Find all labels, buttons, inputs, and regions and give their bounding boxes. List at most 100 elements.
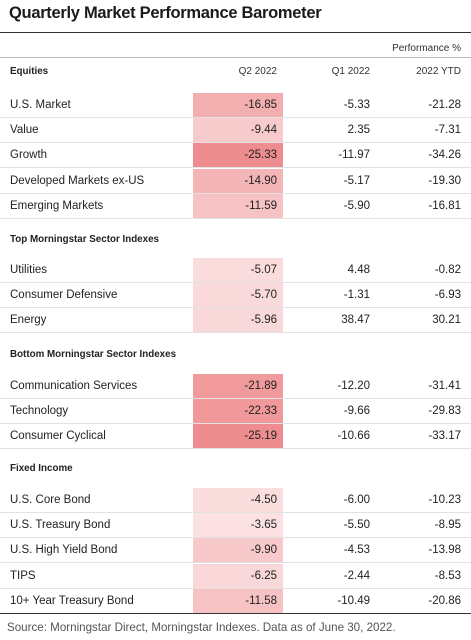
q2-2022-value: -22.33 (193, 399, 283, 424)
q1-2022-value: 4.48 (347, 264, 370, 276)
row-divider (0, 537, 471, 539)
row-label: Utilities (10, 264, 48, 276)
ytd-2022-value: -19.30 (428, 174, 461, 187)
ytd-2022-value: -20.86 (428, 594, 461, 607)
q2-2022-value: -3.65 (193, 513, 283, 538)
header-divider (0, 57, 471, 58)
q1-2022-value: -10.49 (337, 594, 370, 607)
row-label: Communication Services (10, 380, 138, 392)
q2-2022-value: -25.19 (193, 424, 283, 449)
row-label: U.S. Core Bond (10, 494, 91, 506)
title-divider (0, 32, 471, 33)
ytd-2022-value: -33.17 (428, 430, 461, 443)
q2-2022-value: -5.96 (193, 308, 283, 333)
row-divider (0, 282, 471, 283)
performance-label: Performance % (392, 43, 461, 54)
q2-2022-value: -5.07 (193, 258, 283, 282)
row-label: Value (10, 124, 39, 137)
row-label: U.S. High Yield Bond (10, 544, 118, 557)
row-divider (0, 167, 471, 169)
table-row: Communication Services -21.89 -12.20 -31.41 (0, 374, 471, 399)
row-label: U.S. Market (10, 99, 71, 111)
section-heading: Bottom Morningstar Sector Indexes (10, 349, 177, 360)
ytd-2022-value: 30.21 (432, 314, 461, 327)
q1-2022-value: -4.53 (343, 544, 370, 557)
row-label: Technology (10, 405, 69, 418)
table-row: Utilities -5.07 4.48 -0.82 (0, 258, 471, 283)
section-heading: Fixed Income (10, 463, 73, 474)
q1-2022-value: -2.44 (343, 569, 370, 582)
ytd-2022-value: -8.53 (434, 569, 461, 582)
q2-2022-value: -11.58 (193, 588, 283, 613)
table-row: Value -9.44 2.35 -7.31 (0, 118, 471, 144)
ytd-2022-value: -0.82 (434, 264, 461, 276)
table-row: Consumer Cyclical -25.19 -10.66 -33.17 (0, 424, 471, 450)
q2-2022-value: -5.70 (193, 283, 283, 308)
q1-2022-value: -11.97 (338, 149, 370, 162)
column-header-q2-2022: Q2 2022 (238, 66, 277, 77)
row-divider (0, 398, 471, 399)
ytd-2022-value: -21.28 (428, 99, 461, 111)
row-label: Consumer Cyclical (10, 430, 106, 443)
q1-2022-value: -12.20 (337, 380, 370, 392)
table-row: TIPS -6.25 -2.44 -8.53 (0, 563, 471, 589)
q2-2022-value: -11.59 (193, 193, 283, 218)
q1-2022-value: -9.66 (343, 405, 370, 418)
q1-2022-value: -10.66 (337, 430, 370, 443)
q2-2022-value: -16.85 (193, 93, 283, 117)
table-row: U.S. High Yield Bond -9.90 -4.53 -13.98 (0, 538, 471, 564)
q1-2022-value: -1.31 (343, 289, 370, 302)
q1-2022-value: 2.35 (347, 124, 370, 137)
table-row: Developed Markets ex-US -14.90 -5.17 -19.30 (0, 168, 471, 194)
ytd-2022-value: -16.81 (428, 199, 461, 212)
q2-2022-value: -4.50 (193, 488, 283, 512)
table-row: U.S. Treasury Bond -3.65 -5.50 -8.95 (0, 513, 471, 539)
section-heading: Top Morningstar Sector Indexes (10, 234, 159, 245)
row-label: U.S. Treasury Bond (10, 519, 111, 532)
row-divider (0, 217, 471, 219)
q1-2022-value: 38.47 (341, 314, 370, 327)
section-heading: Equities (10, 66, 49, 77)
q2-2022-value: -25.33 (193, 143, 283, 168)
q1-2022-value: -5.33 (343, 99, 370, 111)
table-row: Emerging Markets -11.59 -5.90 -16.81 (0, 193, 471, 219)
row-divider (0, 192, 471, 194)
row-label: TIPS (10, 569, 36, 582)
q2-2022-value: -6.25 (193, 563, 283, 588)
ytd-2022-value: -6.93 (434, 289, 461, 302)
row-label: Consumer Defensive (10, 289, 118, 302)
source-note: Source: Morningstar Direct, Morningstar … (7, 621, 396, 634)
row-divider (0, 117, 471, 118)
q2-2022-value: -9.90 (193, 538, 283, 563)
row-label: Growth (10, 149, 48, 162)
row-label: Emerging Markets (10, 199, 104, 212)
table-row: 10+ Year Treasury Bond -11.58 -10.49 -20.86 (0, 588, 471, 614)
q2-2022-value: -9.44 (193, 118, 283, 143)
row-label: Developed Markets ex-US (10, 174, 145, 187)
page-title: Quarterly Market Performance Barometer (9, 4, 322, 22)
table-row: Technology -22.33 -9.66 -29.83 (0, 399, 471, 425)
column-header-q1-2022: Q1 2022 (331, 66, 370, 77)
column-header-2022-ytd: 2022 YTD (416, 66, 461, 77)
table-row: U.S. Core Bond -4.50 -6.00 -10.23 (0, 488, 471, 513)
q1-2022-value: -6.00 (343, 494, 370, 506)
q2-2022-value: -21.89 (193, 374, 283, 398)
ytd-2022-value: -34.26 (428, 149, 461, 162)
row-divider (0, 562, 471, 564)
footer-divider (0, 613, 471, 614)
ytd-2022-value: -7.31 (434, 124, 461, 137)
q1-2022-value: -5.17 (343, 174, 370, 187)
ytd-2022-value: -8.95 (434, 519, 461, 532)
row-divider (0, 142, 471, 144)
q1-2022-value: -5.90 (343, 199, 370, 212)
q1-2022-value: -5.50 (343, 519, 370, 532)
row-divider (0, 587, 471, 589)
ytd-2022-value: -13.98 (428, 544, 461, 557)
row-label: Energy (10, 314, 47, 327)
table-row: Consumer Defensive -5.70 -1.31 -6.93 (0, 283, 471, 309)
row-divider (0, 423, 471, 425)
table-row: U.S. Market -16.85 -5.33 -21.28 (0, 93, 471, 118)
ytd-2022-value: -29.83 (428, 405, 461, 418)
row-divider (0, 512, 471, 513)
row-divider (0, 307, 471, 309)
